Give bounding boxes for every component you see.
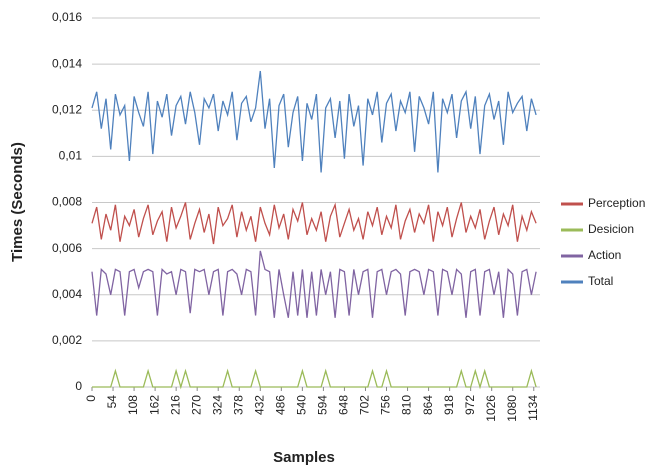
x-tick-label: 810 [400, 395, 414, 415]
x-tick-label: 756 [379, 395, 393, 415]
legend-label: Action [588, 248, 621, 262]
y-tick-label: 0 [75, 379, 82, 393]
x-tick-label: 648 [337, 395, 351, 415]
x-tick-label: 972 [463, 395, 477, 415]
legend-label: Perception [588, 196, 645, 210]
x-tick-label: 1080 [505, 395, 519, 422]
x-tick-label: 216 [168, 395, 182, 415]
x-tick-label: 1134 [526, 395, 540, 421]
y-tick-label: 0,004 [52, 287, 82, 301]
legend-label: Desicion [588, 222, 634, 236]
x-tick-label: 864 [421, 395, 435, 415]
series-line [91, 70, 537, 173]
x-tick-label: 486 [274, 395, 288, 415]
y-tick-label: 0,012 [52, 102, 82, 116]
y-tick-label: 0,016 [52, 10, 82, 24]
x-tick-label: 108 [126, 395, 140, 415]
x-tick-label: 432 [252, 395, 266, 415]
x-tick-label: 324 [210, 395, 224, 415]
series-line [91, 202, 537, 245]
x-tick-label: 1026 [484, 395, 498, 422]
x-tick-label: 378 [231, 395, 245, 415]
legend-label: Total [588, 274, 613, 288]
y-tick-label: 0,008 [52, 195, 82, 209]
y-axis-title: Times (Seconds) [9, 142, 26, 262]
y-tick-label: 0,002 [52, 333, 82, 347]
series-line [92, 368, 537, 390]
x-tick-label: 270 [189, 395, 203, 415]
x-tick-label: 162 [147, 395, 161, 415]
x-tick-label: 0 [84, 395, 98, 402]
x-tick-label: 540 [295, 395, 309, 415]
y-tick-label: 0,006 [52, 241, 82, 255]
x-tick-label: 594 [316, 395, 330, 415]
series-line [91, 250, 537, 318]
x-tick-label: 702 [358, 395, 372, 415]
y-tick-label: 0,01 [59, 149, 83, 163]
x-tick-label: 918 [442, 395, 456, 415]
x-axis-title: Samples [273, 449, 335, 466]
y-tick-label: 0,014 [52, 56, 82, 70]
x-tick-label: 54 [105, 395, 119, 409]
